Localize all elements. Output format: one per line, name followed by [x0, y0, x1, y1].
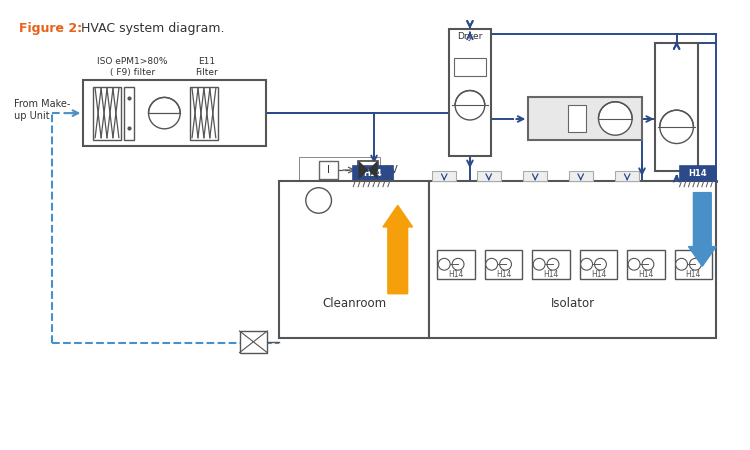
Bar: [524, 171, 547, 181]
Text: Cleanroom: Cleanroom: [322, 297, 386, 310]
Circle shape: [500, 258, 512, 270]
Bar: [358, 161, 378, 179]
Bar: [124, 86, 134, 140]
Text: VAV: VAV: [380, 165, 398, 175]
Circle shape: [598, 102, 632, 135]
Circle shape: [486, 258, 497, 270]
Bar: [568, 171, 592, 181]
Bar: [675, 250, 712, 279]
Bar: [432, 171, 456, 181]
Bar: [615, 171, 639, 181]
Text: H14: H14: [688, 169, 706, 178]
Bar: [449, 29, 491, 156]
Text: H14: H14: [448, 270, 464, 279]
Text: ISO ePM1>80%
( F9) filter: ISO ePM1>80% ( F9) filter: [98, 58, 168, 77]
Text: H14: H14: [364, 169, 382, 178]
Text: H14: H14: [591, 270, 606, 279]
Bar: [627, 250, 664, 279]
Bar: [298, 158, 380, 184]
Circle shape: [547, 258, 559, 270]
Bar: [83, 80, 266, 147]
Bar: [568, 105, 586, 132]
Circle shape: [306, 188, 332, 213]
Circle shape: [676, 258, 688, 270]
Circle shape: [148, 97, 180, 129]
Bar: [430, 181, 716, 338]
Circle shape: [580, 258, 592, 270]
Circle shape: [660, 110, 694, 144]
Bar: [353, 171, 393, 181]
FancyArrow shape: [688, 193, 716, 266]
Bar: [528, 97, 642, 140]
Text: H14: H14: [686, 270, 701, 279]
Circle shape: [595, 258, 607, 270]
Circle shape: [533, 258, 545, 270]
Bar: [437, 250, 475, 279]
Text: HVAC system diagram.: HVAC system diagram.: [77, 22, 225, 35]
Polygon shape: [359, 162, 367, 178]
FancyArrow shape: [383, 205, 412, 294]
Bar: [532, 250, 570, 279]
Text: From Make-
up Unit: From Make- up Unit: [14, 99, 70, 121]
Circle shape: [628, 258, 640, 270]
Bar: [353, 166, 393, 181]
Text: H14: H14: [543, 270, 559, 279]
Text: Dryer: Dryer: [458, 32, 482, 41]
Bar: [93, 86, 121, 140]
Bar: [279, 181, 430, 338]
Bar: [477, 171, 500, 181]
Bar: [680, 166, 716, 181]
Circle shape: [689, 258, 701, 270]
Bar: [454, 58, 486, 76]
Bar: [239, 331, 267, 353]
Bar: [484, 250, 522, 279]
Bar: [580, 250, 617, 279]
Polygon shape: [369, 162, 377, 178]
Bar: [319, 161, 338, 179]
Circle shape: [452, 258, 464, 270]
Text: Isolator: Isolator: [550, 297, 595, 310]
Circle shape: [642, 258, 654, 270]
Bar: [655, 44, 698, 171]
Text: Figure 2:: Figure 2:: [19, 22, 82, 35]
Text: PDT: PDT: [310, 196, 328, 205]
Text: H14: H14: [496, 270, 512, 279]
Text: E11
Filter: E11 Filter: [196, 58, 218, 77]
Text: I: I: [327, 165, 330, 175]
Bar: [190, 86, 217, 140]
Text: H14: H14: [638, 270, 654, 279]
Circle shape: [438, 258, 450, 270]
Circle shape: [455, 90, 484, 120]
